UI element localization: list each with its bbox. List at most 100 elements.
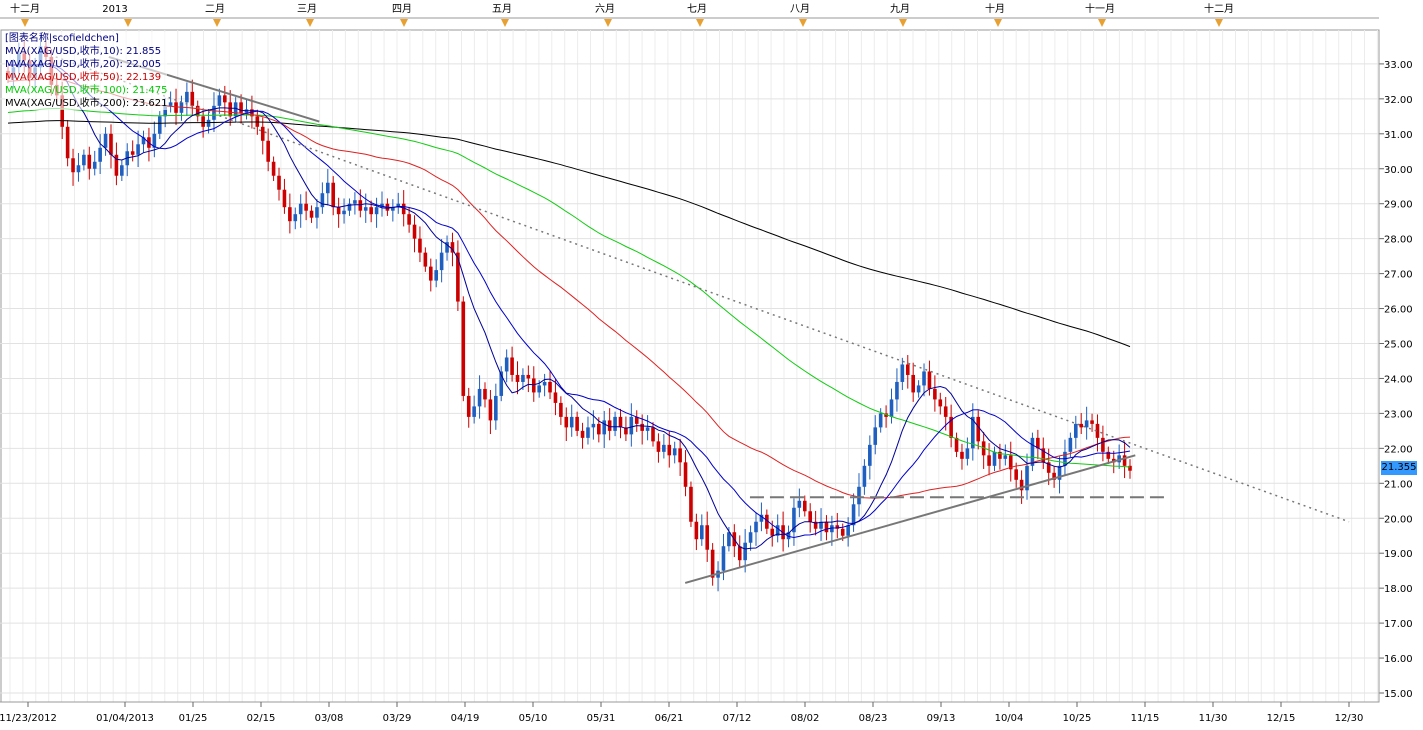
month-marker bbox=[994, 19, 1002, 27]
date-label: 03/29 bbox=[383, 713, 412, 724]
candle-body bbox=[678, 448, 682, 463]
candle-body bbox=[201, 116, 205, 127]
last-price-badge: 21.355 bbox=[1381, 461, 1417, 475]
candle-body bbox=[103, 133, 108, 148]
candle-body bbox=[483, 388, 487, 400]
candle-body bbox=[510, 357, 514, 375]
candle-body bbox=[1073, 423, 1078, 438]
month-label: 四月 bbox=[392, 3, 412, 15]
candle-body bbox=[423, 252, 428, 267]
candle-body bbox=[878, 413, 883, 428]
month-marker bbox=[1215, 19, 1223, 27]
candle-body bbox=[1057, 465, 1062, 480]
candle-body bbox=[396, 203, 401, 208]
date-label: 09/13 bbox=[927, 713, 956, 724]
candle-body bbox=[911, 374, 915, 393]
y-tick-label: 25.00 bbox=[1384, 340, 1413, 351]
y-tick-label: 28.00 bbox=[1384, 235, 1413, 246]
candle-body bbox=[548, 381, 552, 393]
candle-body bbox=[537, 385, 541, 393]
y-tick-label: 30.00 bbox=[1384, 165, 1413, 176]
month-marker bbox=[400, 19, 408, 27]
candle-body bbox=[775, 525, 780, 536]
candle-body bbox=[938, 399, 943, 407]
candle-body bbox=[689, 486, 693, 522]
candle-body bbox=[401, 203, 406, 215]
candle-body bbox=[114, 154, 119, 176]
candle-body bbox=[206, 119, 211, 127]
candle-body bbox=[190, 91, 195, 106]
candle-body bbox=[531, 378, 536, 393]
candle-body bbox=[325, 182, 330, 194]
candle-body bbox=[233, 102, 238, 117]
candle-body bbox=[450, 242, 455, 253]
month-marker bbox=[501, 19, 509, 27]
candle-body bbox=[466, 395, 471, 417]
candle-body bbox=[185, 91, 189, 103]
candle-body bbox=[694, 521, 699, 540]
ma100-line bbox=[7, 107, 1131, 468]
candle-body bbox=[1008, 455, 1013, 470]
candle-body bbox=[933, 388, 937, 400]
candle-body bbox=[1052, 472, 1056, 480]
candle-body bbox=[1068, 437, 1073, 452]
candle-body bbox=[569, 416, 574, 428]
y-tick-label: 26.00 bbox=[1384, 305, 1413, 316]
y-tick-label: 20.00 bbox=[1384, 514, 1413, 525]
y-tick-label: 29.00 bbox=[1384, 200, 1413, 211]
month-label: 五月 bbox=[492, 3, 512, 15]
candle-body bbox=[765, 514, 769, 529]
candle-body bbox=[418, 238, 422, 253]
candle-body bbox=[374, 207, 379, 215]
candle-body bbox=[65, 126, 70, 159]
candle-body bbox=[369, 207, 373, 215]
candle-body bbox=[770, 528, 775, 536]
candle-body bbox=[342, 210, 346, 215]
date-label: 11/30 bbox=[1199, 713, 1228, 724]
candle-body bbox=[840, 528, 845, 536]
candle-body bbox=[998, 451, 1002, 459]
candle-body bbox=[797, 500, 802, 508]
y-tick-label: 23.00 bbox=[1384, 409, 1413, 420]
candle-body bbox=[575, 416, 579, 431]
trendline-upper-dotted bbox=[55, 56, 1350, 523]
candle-body bbox=[862, 465, 867, 487]
candle-body bbox=[266, 140, 270, 162]
candle-body bbox=[260, 126, 265, 141]
candle-body bbox=[282, 189, 287, 208]
candle-body bbox=[174, 102, 178, 113]
candle-body bbox=[320, 193, 325, 208]
month-label: 七月 bbox=[687, 3, 707, 15]
month-label: 十二月 bbox=[1204, 2, 1234, 15]
candle-body bbox=[754, 521, 758, 533]
candle-body bbox=[445, 242, 449, 253]
candle-body bbox=[141, 137, 146, 145]
candle-body bbox=[363, 207, 368, 211]
y-tick-label: 17.00 bbox=[1384, 619, 1413, 630]
candle-body bbox=[239, 102, 243, 113]
candle-body bbox=[629, 416, 634, 435]
candle-body bbox=[477, 388, 482, 407]
candle-body bbox=[353, 200, 357, 204]
ma50-line bbox=[7, 77, 1131, 499]
candle-body bbox=[759, 514, 764, 522]
date-label: 12/30 bbox=[1335, 713, 1364, 724]
candle-body bbox=[217, 95, 222, 106]
candle-body bbox=[672, 448, 677, 456]
candle-body bbox=[651, 427, 655, 442]
candle-body bbox=[456, 252, 460, 302]
date-label: 10/25 bbox=[1063, 713, 1092, 724]
legend-ma100: MVA(XAG/USD,收市,100): 21.475 bbox=[5, 85, 168, 96]
month-marker bbox=[1098, 19, 1106, 27]
candle-body bbox=[830, 525, 834, 533]
y-tick-label: 19.00 bbox=[1384, 549, 1413, 560]
candle-body bbox=[293, 214, 298, 222]
month-label: 十月 bbox=[985, 2, 1005, 15]
month-label: 二月 bbox=[205, 3, 225, 15]
candle-body bbox=[521, 374, 525, 382]
candle-body bbox=[250, 109, 254, 117]
date-label: 02/15 bbox=[247, 713, 276, 724]
candle-body bbox=[92, 161, 97, 169]
date-label: 07/12 bbox=[723, 713, 752, 724]
